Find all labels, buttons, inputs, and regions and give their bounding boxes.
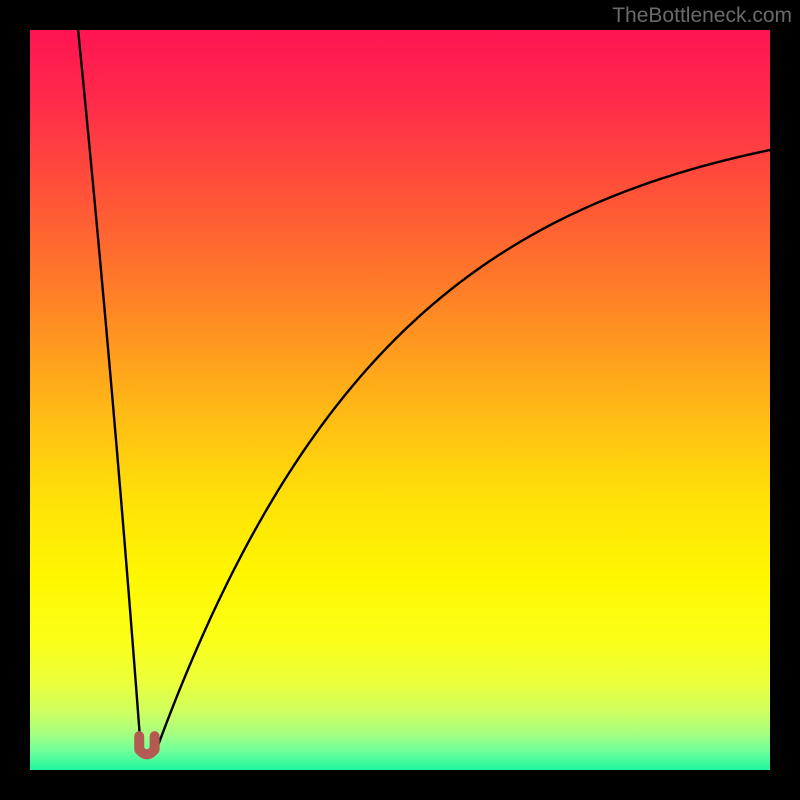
chart-stage: TheBottleneck.com bbox=[0, 0, 800, 800]
plot-area bbox=[30, 30, 770, 770]
watermark-text: TheBottleneck.com bbox=[612, 4, 792, 28]
heat-gradient-chart bbox=[0, 0, 800, 800]
